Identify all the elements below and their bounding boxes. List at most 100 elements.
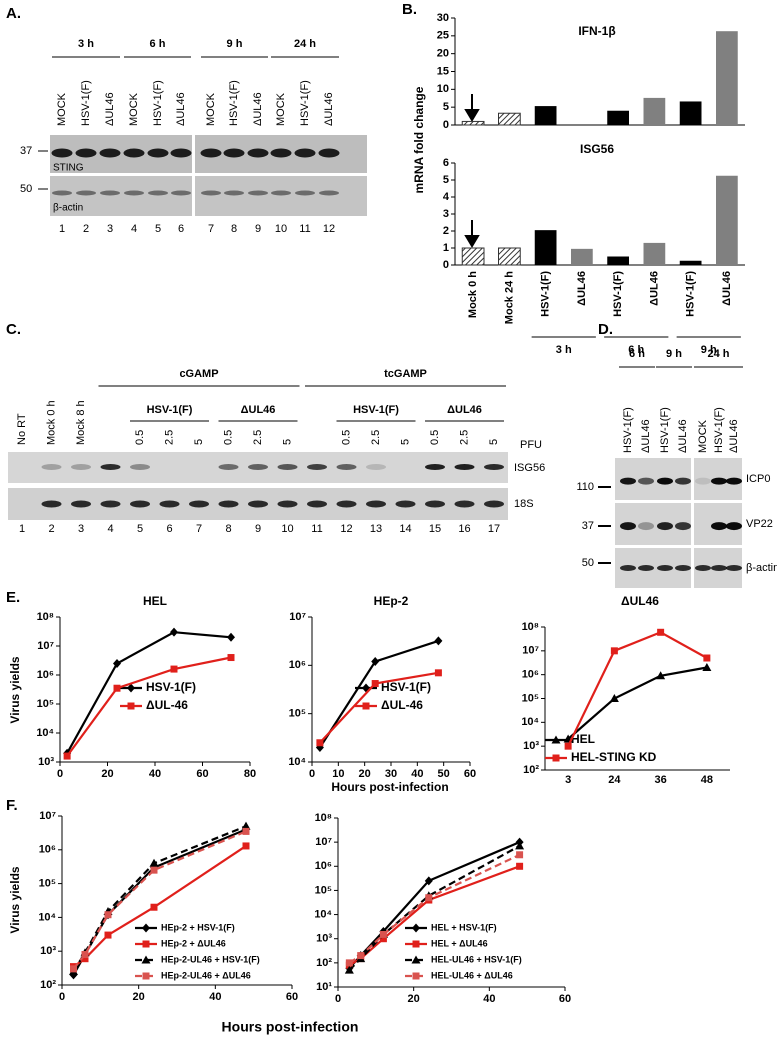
blot-band [100, 500, 121, 508]
time-label: 6 h [629, 348, 645, 360]
treatment-label: tcGAMP [384, 368, 427, 380]
blot-band [484, 500, 504, 508]
lane-label: HSV-1(F) [713, 407, 725, 453]
y-tick-label: 15 [437, 65, 449, 77]
y-tick-label: 5 [443, 101, 449, 113]
x-tick-label: Mock 0 h [467, 271, 479, 318]
chart-title: HEL [143, 594, 167, 608]
series-line [66, 656, 232, 757]
blot-band [711, 477, 727, 485]
y-tick-label: 30 [437, 12, 449, 24]
y-tick-label: 10² [523, 764, 539, 776]
blot-band [657, 477, 673, 485]
lane-number: 5 [137, 523, 143, 535]
x-axis-label: Hours post-infection [331, 780, 448, 794]
protein-label: 18S [514, 498, 534, 510]
y-tick-label: 10⁴ [36, 727, 54, 739]
protein-label: STING [53, 163, 84, 174]
lane-number: 17 [488, 523, 500, 535]
blot-band [189, 500, 209, 508]
group-label: 6 h [628, 344, 644, 356]
point [227, 654, 235, 662]
blot-band [675, 522, 691, 531]
lane-label: HSV-1(F) [80, 80, 92, 126]
x-tick-label: 30 [385, 768, 397, 780]
y-tick-label: 10⁵ [522, 692, 539, 704]
dose-label: 5 [399, 439, 411, 445]
point [412, 923, 420, 933]
lane-label: Mock 8 h [75, 400, 87, 445]
dose-label: 0.5 [340, 430, 352, 445]
bar [607, 110, 629, 125]
blot-band [638, 522, 654, 531]
x-tick-label: 50 [438, 768, 450, 780]
lane-number: 1 [59, 223, 65, 235]
blot-band [620, 477, 636, 485]
y-axis-label: mRNA fold change [412, 86, 426, 193]
y-tick-label: 10⁸ [522, 621, 539, 633]
x-tick-label: 60 [196, 768, 208, 780]
lane-number: 4 [131, 223, 137, 235]
series-line [66, 631, 232, 754]
blot-band [657, 565, 673, 571]
point [656, 671, 666, 680]
point [316, 739, 324, 747]
panel-label: C. [6, 321, 21, 338]
dose-label: 5 [281, 439, 293, 445]
x-tick-label: 40 [209, 991, 221, 1003]
protein-label: ICP0 [746, 473, 770, 485]
lane-number: 11 [311, 523, 322, 535]
point [241, 821, 251, 830]
bar [716, 31, 738, 125]
lane-label: No RT [16, 413, 28, 445]
group-label: 9 h [701, 344, 717, 356]
legend-label: HEp-2 + ΔUL46 [161, 938, 226, 948]
point [411, 955, 421, 964]
blot-band [170, 148, 192, 158]
legend-label: HSV-1(F) [146, 680, 196, 694]
lane-label: Mock 0 h [45, 400, 57, 445]
y-tick-label: 10⁴ [521, 716, 539, 728]
lane-number: 1 [19, 523, 25, 535]
blot-band [425, 500, 445, 508]
series-line [348, 844, 521, 971]
blot-band [336, 464, 357, 470]
y-tick-label: 10⁵ [315, 884, 332, 896]
point [551, 735, 561, 744]
lane-number: 10 [275, 223, 287, 235]
series-line [72, 830, 247, 970]
blot-strip [50, 135, 192, 173]
x-tick-label: 80 [244, 768, 256, 780]
y-tick-label: 6 [443, 157, 449, 169]
blot-band [159, 500, 180, 508]
y-tick-label: 10⁶ [522, 669, 539, 681]
blot-band [620, 522, 636, 531]
lane-label: HSV-1(F) [659, 407, 671, 453]
blot-band [711, 565, 727, 571]
point [609, 694, 619, 702]
blot-band [657, 522, 673, 531]
point [81, 950, 89, 958]
blot-band [130, 500, 150, 508]
blot-band [224, 190, 244, 196]
y-tick-label: 10⁵ [39, 878, 56, 890]
x-tick-label: 20 [133, 991, 145, 1003]
point [227, 632, 235, 642]
y-tick-label: 10⁴ [38, 911, 56, 923]
point [63, 752, 71, 760]
series-line [348, 865, 520, 967]
legend-label: ΔUL-46 [381, 698, 423, 712]
lane-number: 7 [196, 523, 202, 535]
x-tick-label: 60 [464, 768, 476, 780]
bar [534, 230, 557, 265]
blot-band [248, 190, 268, 196]
point [610, 647, 618, 655]
point [412, 972, 420, 980]
protein-label: β-actin [746, 562, 777, 574]
lane-number: 2 [48, 523, 54, 535]
bar [643, 242, 666, 265]
lane-number: 3 [78, 523, 84, 535]
x-tick-label: Mock 24 h [503, 271, 515, 324]
dose-label: 2.5 [163, 430, 175, 445]
bar [643, 97, 666, 125]
